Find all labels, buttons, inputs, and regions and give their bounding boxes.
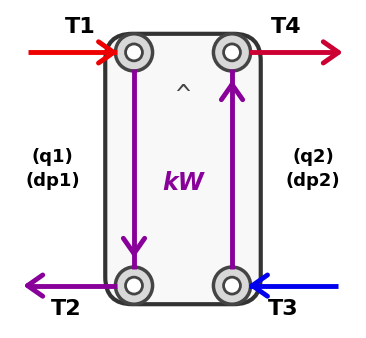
Circle shape	[115, 34, 153, 71]
Circle shape	[213, 34, 251, 71]
Text: ^: ^	[176, 82, 190, 107]
Text: (q1)
(dp1): (q1) (dp1)	[26, 147, 80, 191]
FancyBboxPatch shape	[105, 34, 261, 304]
Text: kW: kW	[162, 170, 204, 195]
Text: T4: T4	[271, 17, 302, 37]
Text: T2: T2	[51, 299, 82, 319]
Circle shape	[126, 277, 142, 294]
Circle shape	[224, 277, 240, 294]
Circle shape	[115, 267, 153, 304]
Circle shape	[213, 267, 251, 304]
Text: T1: T1	[64, 17, 95, 37]
Text: (q2)
(dp2): (q2) (dp2)	[286, 147, 340, 191]
Circle shape	[224, 44, 240, 61]
Circle shape	[126, 44, 142, 61]
Text: T3: T3	[268, 299, 298, 319]
